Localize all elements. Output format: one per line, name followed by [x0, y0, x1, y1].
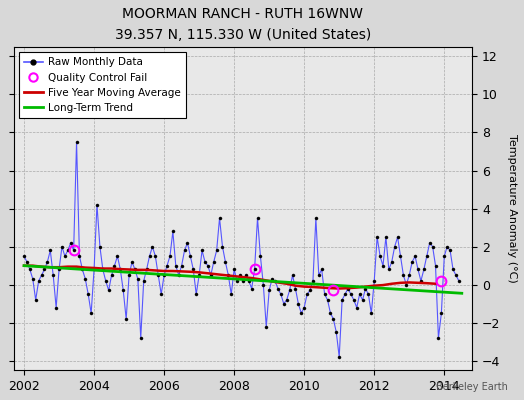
Text: Berkeley Earth: Berkeley Earth [436, 382, 508, 392]
Legend: Raw Monthly Data, Quality Control Fail, Five Year Moving Average, Long-Term Tren: Raw Monthly Data, Quality Control Fail, … [19, 52, 186, 118]
Title: MOORMAN RANCH - RUTH 16WNW
39.357 N, 115.330 W (United States): MOORMAN RANCH - RUTH 16WNW 39.357 N, 115… [115, 7, 371, 42]
Y-axis label: Temperature Anomaly (°C): Temperature Anomaly (°C) [507, 134, 517, 283]
